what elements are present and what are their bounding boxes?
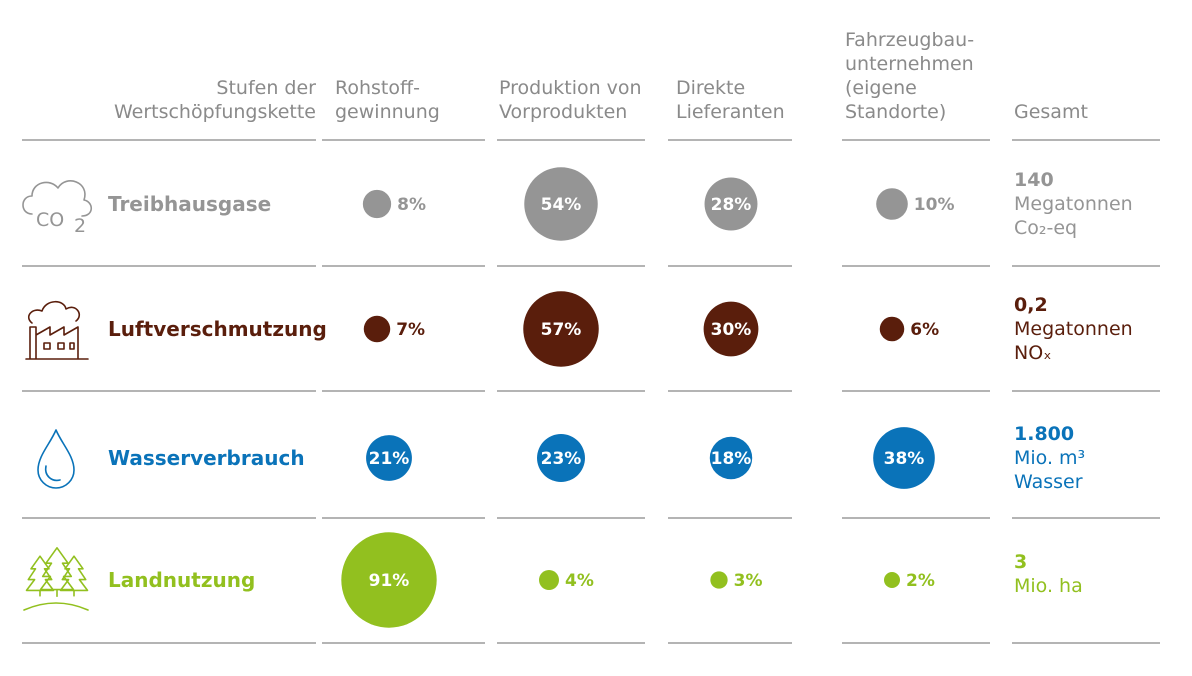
bubble [710,571,728,589]
water-drop-outline [37,429,75,489]
bubble-label: 2% [906,571,935,591]
bubble [523,291,599,367]
bubble-label: 18% [711,449,752,469]
bubble-label: 30% [711,320,752,340]
column-header-line: gewinnung [335,101,440,123]
bubble [524,167,598,241]
column-header-line: Rohstoff- [335,77,420,99]
factory-smoke [27,300,81,324]
water-drop-icon [37,429,75,489]
co2-cloud-text: CO [36,209,64,231]
co2-cloud-outline [22,180,93,217]
bubble [539,570,559,590]
row-label: Wasserverbrauch [108,446,305,470]
row-treibhausgase: CO 2 Treibhausgase 8% 54% 28% 10% 140Megatonnen… [22,167,1133,241]
factory-icon [25,300,89,360]
total-value: 3 [1014,551,1027,573]
bubble [341,532,437,628]
column-header-line: Fahrzeugbau- [845,29,974,51]
bubble [876,188,908,220]
bubble-label: 57% [541,320,582,340]
total-unit: Wasser [1014,471,1083,493]
stage-header-line: Wertschöpfungskette [114,101,316,123]
bubble-label: 54% [541,195,582,215]
water-drop-highlight [44,465,61,482]
column-header-line: Produktion von [499,77,642,99]
bubble [703,301,759,357]
total-unit: Megatonnen [1014,193,1133,215]
total-unit: NOₓ [1014,342,1052,364]
total-unit: Mio. m³ [1014,447,1085,469]
bubble [873,427,935,489]
column-header-line: Standorte) [845,101,946,123]
bubble [362,189,392,219]
total-unit: Co₂-eq [1014,217,1077,239]
column-header-line: Vorprodukten [499,101,627,123]
bubble-label: 23% [541,449,582,469]
factory-outline [25,326,89,360]
bubble [363,315,391,343]
row-label: Luftverschmutzung [108,317,327,341]
bubble-label: 6% [910,320,939,340]
bubble-label: 4% [565,571,594,591]
trees-icon [23,547,89,611]
tree-outline [39,547,75,597]
bubble-label: 38% [884,449,925,469]
bubble-label: 3% [734,571,763,591]
bubble [366,435,412,481]
row-label: Landnutzung [108,568,255,592]
column-header-line: Direkte [676,77,745,99]
column-header-line: (eigene [845,77,917,99]
total-value: 0,2 [1014,294,1048,316]
ground-outline [23,602,89,611]
bubble-label: 21% [369,449,410,469]
bubble-label: 91% [369,571,410,591]
rules [22,139,1160,644]
bubble [884,572,900,588]
total-header: Gesamt [1014,101,1088,123]
bubble [704,177,758,231]
bubble [709,436,753,480]
stage-header-line: Stufen der [216,77,316,99]
co2-cloud-icon: CO 2 [22,180,93,237]
column-header-line: unternehmen [845,53,974,75]
total-unit: Mio. ha [1014,575,1083,597]
total-value: 1.800 [1014,423,1074,445]
column-header-line: Lieferanten [676,101,785,123]
bubble [879,316,905,342]
bubble-label: 10% [914,195,955,215]
row-label: Treibhausgase [108,192,271,216]
row-luftverschmutzung: Luftverschmutzung 7% 57% 30% 6% 0,2Megatonnen… [25,291,1133,367]
co2-cloud-text: 2 [74,215,86,237]
column-header: Rohstoff-gewinnung [335,77,440,123]
bubble-label: 28% [711,195,752,215]
bubble [537,434,585,482]
tree-outline [59,555,89,597]
bubble-label: 7% [396,320,425,340]
tree-outline [25,555,55,597]
total-value: 140 [1014,169,1054,191]
total-unit: Megatonnen [1014,318,1133,340]
bubble-label: 8% [397,195,426,215]
